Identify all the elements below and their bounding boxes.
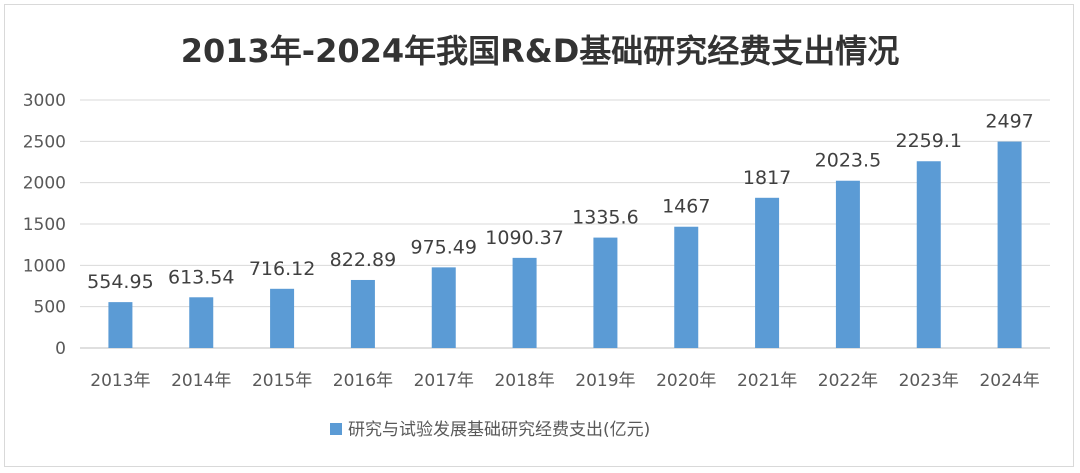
data-label: 2259.1 — [896, 130, 962, 152]
x-tick-label: 2018年 — [494, 371, 554, 391]
chart-title: 2013年-2024年我国R&D基础研究经费支出情况 — [181, 32, 900, 70]
data-labels: 554.95 613.54 716.12 822.89 975.49 1090.37 133… — [87, 111, 1034, 294]
x-tick-label: 2015年 — [252, 371, 312, 391]
x-tick-label: 2016年 — [333, 371, 393, 391]
bar — [755, 197, 780, 348]
gridlines — [80, 99, 1050, 349]
bar — [189, 297, 214, 348]
data-label: 716.12 — [249, 258, 315, 280]
chart-frame — [4, 4, 1074, 467]
bars — [108, 141, 1022, 348]
x-axis: 2013年 2014年 2015年 2016年 2017年 2018年 2019年 2020年… — [90, 371, 1039, 391]
data-label: 554.95 — [87, 271, 153, 293]
data-label: 1467 — [662, 196, 710, 218]
x-tick-label: 2017年 — [414, 371, 474, 391]
x-tick-label: 2023年 — [899, 371, 959, 391]
bar — [108, 302, 133, 348]
data-label: 1817 — [743, 167, 791, 189]
data-label: 2497 — [985, 111, 1033, 133]
bar — [431, 267, 456, 348]
legend-swatch — [330, 423, 342, 435]
y-tick-label: 1500 — [23, 215, 66, 235]
bar — [270, 288, 295, 348]
bar — [512, 257, 537, 348]
y-tick-label: 3000 — [23, 91, 66, 111]
legend-label: 研究与试验发展基础研究经费支出(亿元) — [348, 420, 650, 440]
bar — [593, 237, 618, 348]
bar — [997, 141, 1022, 348]
y-tick-label: 0 — [55, 339, 66, 359]
data-label: 1335.6 — [572, 207, 638, 229]
bar — [835, 180, 860, 348]
x-tick-label: 2024年 — [979, 371, 1039, 391]
data-label: 1090.37 — [485, 227, 564, 249]
x-tick-label: 2019年 — [575, 371, 635, 391]
y-tick-label: 500 — [34, 298, 66, 318]
data-label: 613.54 — [168, 266, 234, 288]
bar — [916, 161, 941, 348]
bar — [350, 279, 375, 348]
data-label: 975.49 — [411, 236, 477, 258]
x-tick-label: 2021年 — [737, 371, 797, 391]
data-label: 2023.5 — [815, 150, 881, 172]
data-label: 822.89 — [330, 249, 396, 271]
x-tick-label: 2013年 — [90, 371, 150, 391]
y-tick-label: 2500 — [23, 132, 66, 152]
bar — [674, 226, 699, 348]
x-tick-label: 2014年 — [171, 371, 231, 391]
x-tick-label: 2022年 — [818, 371, 878, 391]
x-tick-label: 2020年 — [656, 371, 716, 391]
y-tick-label: 1000 — [23, 256, 66, 276]
legend: 研究与试验发展基础研究经费支出(亿元) — [330, 420, 650, 440]
y-tick-label: 2000 — [23, 174, 66, 194]
y-axis: 0 500 1000 1500 2000 2500 3000 — [23, 91, 66, 359]
